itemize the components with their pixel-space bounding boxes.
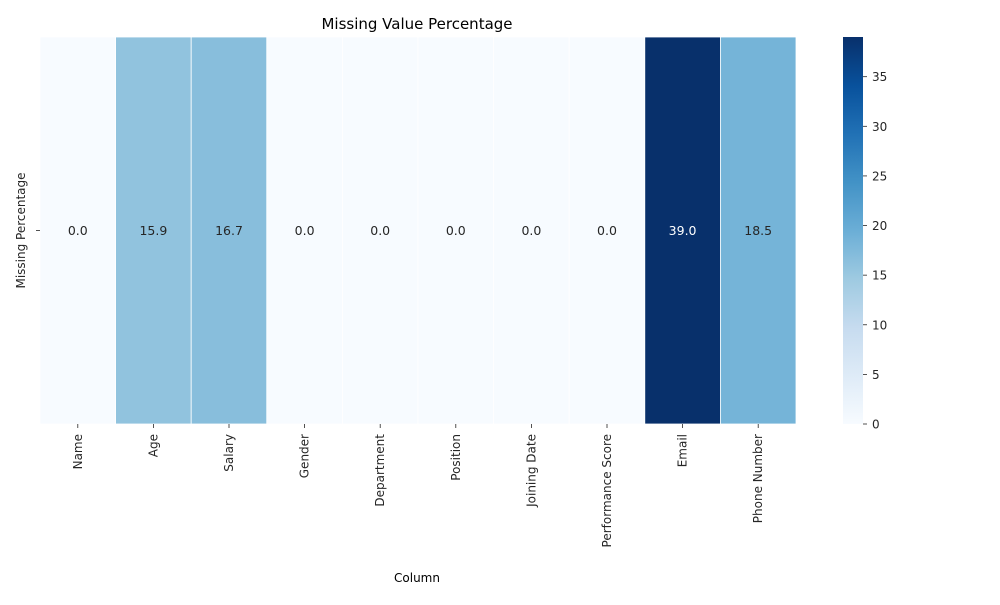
x-axis-label: Column	[394, 571, 440, 585]
cell-value-label: 39.0	[669, 223, 697, 238]
cell-value-label: 0.0	[295, 223, 315, 238]
x-tick-label: Department	[373, 434, 387, 507]
x-tick-label: Salary	[222, 434, 236, 472]
heatmap-cell	[568, 36, 646, 425]
colorbar-tick-label: 5	[872, 368, 880, 382]
heatmap-cell	[341, 36, 419, 425]
x-tick-label: Joining Date	[524, 434, 538, 508]
x-tick-label: Age	[146, 434, 160, 457]
x-axis-ticks: Name Age Salary Gender Department Position Joi…	[71, 424, 765, 547]
cell-value-label: 0.0	[370, 223, 390, 238]
chart-title: Missing Value Percentage	[321, 15, 512, 33]
cell-value-label: 15.9	[139, 223, 167, 238]
colorbar-ticks: 0 5 10 15 20 25 30 35	[863, 70, 887, 432]
x-tick-label: Position	[449, 434, 463, 481]
cell-value-label: 18.5	[744, 223, 772, 238]
heatmap-cell	[417, 36, 494, 425]
colorbar-tick-label: 30	[872, 120, 887, 134]
x-tick-label: Gender	[298, 434, 312, 478]
x-tick-label: Email	[676, 434, 690, 467]
cell-value-label: 0.0	[68, 223, 88, 238]
x-tick-label: Performance Score	[600, 434, 614, 547]
cell-value-label: 0.0	[597, 223, 617, 238]
colorbar-tick-label: 15	[872, 269, 887, 283]
x-tick-label: Phone Number	[751, 434, 765, 523]
colorbar-gradient	[843, 37, 863, 424]
colorbar-tick-label: 25	[872, 169, 887, 183]
heatmap-cells: 0.0 15.9 16.7 0.0 0.0 0.0 0.0 0.0 39.0 18.5	[39, 36, 797, 425]
heatmap-cell	[720, 36, 797, 425]
colorbar-tick-label: 0	[872, 418, 880, 432]
heatmap-cell	[39, 36, 116, 425]
y-tick-label: Missing Percentage	[14, 172, 28, 288]
x-tick-label: Name	[71, 434, 85, 469]
heatmap-cell	[115, 36, 192, 425]
colorbar-tick-label: 10	[872, 318, 887, 332]
cell-value-label: 16.7	[215, 223, 243, 238]
colorbar-tick-label: 35	[872, 70, 887, 84]
cell-value-label: 0.0	[521, 223, 541, 238]
heatmap-cell	[493, 36, 570, 425]
y-axis-ticks: Missing Percentage	[14, 172, 40, 289]
heatmap-cell	[190, 36, 268, 425]
cell-value-label: 0.0	[446, 223, 466, 238]
colorbar-tick-label: 20	[872, 219, 887, 233]
heatmap-cell	[266, 36, 343, 425]
colorbar: 0 5 10 15 20 25 30 35	[843, 37, 887, 432]
